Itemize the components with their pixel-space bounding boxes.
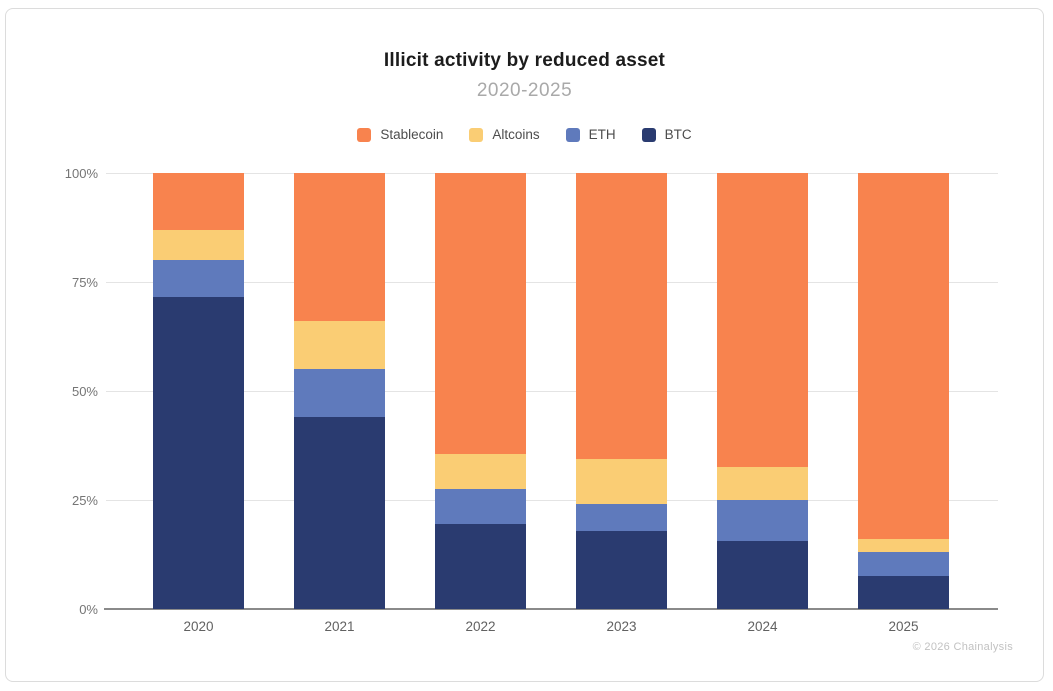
- x-axis-tick-label: 2025: [888, 619, 919, 634]
- gridline-50: [106, 390, 998, 392]
- bar-segment-stablecoin-2022: [435, 173, 526, 455]
- bar-segment-eth-2025: [858, 552, 949, 577]
- y-axis-tick-label: 75%: [71, 275, 98, 290]
- bar-segment-btc-2022: [435, 523, 526, 609]
- bar-segment-stablecoin-2021: [294, 173, 385, 322]
- bar-segment-btc-2025: [858, 576, 949, 609]
- bar-segment-stablecoin-2020: [153, 173, 244, 230]
- bar-2021: [294, 173, 385, 609]
- legend-item-stablecoin: Stablecoin: [357, 127, 443, 142]
- bar-segment-eth-2021: [294, 369, 385, 418]
- bar-2020: [153, 173, 244, 609]
- bar-segment-altcoins-2025: [858, 539, 949, 553]
- bar-segment-btc-2024: [717, 541, 808, 609]
- bar-segment-altcoins-2022: [435, 454, 526, 490]
- copyright-note: © 2026 Chainalysis: [912, 641, 1013, 653]
- legend-label: Stablecoin: [380, 127, 444, 142]
- chart-title: Illicit activity by reduced asset: [383, 50, 666, 71]
- bar-2024: [717, 173, 808, 609]
- bar-segment-altcoins-2023: [576, 458, 667, 505]
- gridline-100: [106, 172, 998, 174]
- bar-segment-stablecoin-2023: [576, 173, 667, 459]
- y-axis-tick-label: 0%: [79, 602, 98, 617]
- plot-area: 0% 25% 50% 75% 100% 2020 2021 2022 2023 2024 2025: [65, 166, 998, 634]
- chart-legend: Stablecoin Altcoins ETH BTC: [6, 127, 1043, 142]
- legend-item-btc: BTC: [641, 127, 692, 142]
- bar-segment-eth-2020: [153, 260, 244, 298]
- bar-segment-altcoins-2021: [294, 321, 385, 370]
- legend-item-altcoins: Altcoins: [469, 127, 540, 142]
- bar-segment-eth-2024: [717, 500, 808, 542]
- y-axis-tick-label: 25%: [71, 493, 98, 508]
- bar-segment-eth-2023: [576, 504, 667, 531]
- x-axis-tick-label: 2024: [747, 619, 778, 634]
- legend-item-eth: ETH: [565, 127, 616, 142]
- legend-swatch-eth: [565, 127, 580, 142]
- bar-segment-stablecoin-2024: [717, 173, 808, 468]
- x-axis-tick-label: 2020: [183, 619, 214, 634]
- x-axis-tick-label: 2022: [465, 619, 496, 634]
- y-axis-tick-label: 50%: [71, 384, 98, 399]
- bar-segment-stablecoin-2025: [858, 173, 949, 540]
- gridline-75: [106, 281, 998, 283]
- bar-2025: [858, 173, 949, 609]
- legend-label: Altcoins: [492, 127, 540, 142]
- bar-segment-btc-2021: [294, 417, 385, 609]
- bar-2022: [435, 173, 526, 609]
- gridline-25: [106, 499, 998, 501]
- legend-label: ETH: [588, 127, 616, 142]
- x-axis-line: [104, 608, 998, 610]
- bar-segment-altcoins-2020: [153, 229, 244, 261]
- bar-segment-altcoins-2024: [717, 467, 808, 501]
- x-axis-tick-label: 2021: [324, 619, 355, 634]
- bar-segment-btc-2023: [576, 530, 667, 609]
- legend-swatch-altcoins: [469, 127, 484, 142]
- y-axis-tick-label: 100%: [64, 166, 98, 181]
- bar-segment-btc-2020: [153, 297, 244, 609]
- legend-label: BTC: [664, 127, 692, 142]
- chart-subtitle: 2020-2025: [476, 80, 573, 101]
- bar-2023: [576, 173, 667, 609]
- chart-card: Illicit activity by reduced asset 2020-2…: [5, 8, 1044, 682]
- legend-swatch-stablecoin: [357, 127, 372, 142]
- legend-swatch-btc: [641, 127, 656, 142]
- x-axis-tick-label: 2023: [606, 619, 637, 634]
- bar-segment-eth-2022: [435, 489, 526, 524]
